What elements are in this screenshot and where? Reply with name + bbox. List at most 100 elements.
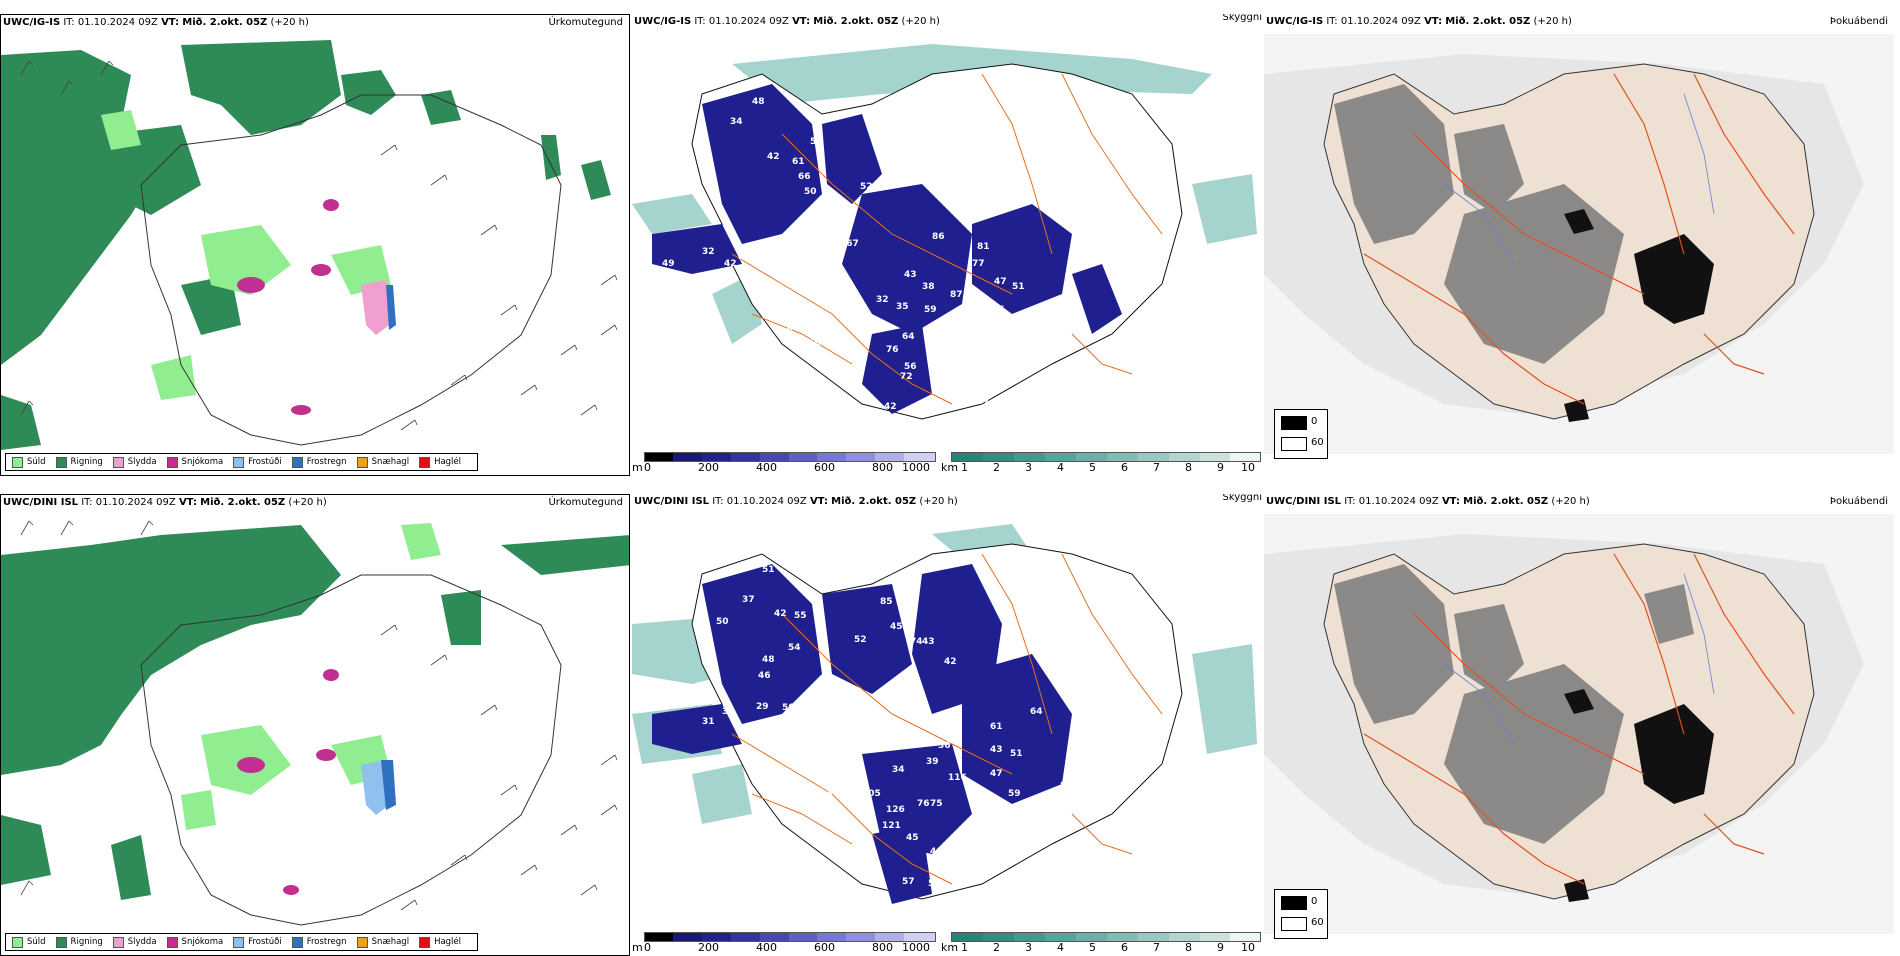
colorbar-tick: 0	[644, 941, 651, 954]
cloud-number: 567	[840, 239, 859, 249]
colorbar-tick: 600	[814, 941, 835, 954]
cloud-number: 81	[977, 242, 990, 252]
visibility-colorbar: km 1 2 3 4 5 6 7 8 9 10	[941, 932, 1261, 954]
panel-title: UWC/DINI ISL IT: 01.10.2024 09Z VT: Mið.…	[1266, 496, 1590, 507]
cloud-number: 75	[930, 799, 943, 809]
cloud-number: 45	[890, 622, 903, 632]
cloud-number: 51	[1010, 749, 1023, 759]
colorbar-tick: 800	[872, 461, 893, 474]
cloud-number: 84	[1042, 309, 1055, 319]
cloud-number: 59	[928, 879, 941, 889]
cloud-number: 58	[780, 327, 793, 337]
cloud-number: 100	[884, 687, 903, 697]
panel-label: Þokuábendi	[1829, 496, 1888, 507]
cloud-number: 56	[757, 547, 770, 557]
cloud-number: 61	[792, 157, 805, 167]
cloud-number: 42	[767, 152, 780, 162]
cloud-number: 48	[762, 655, 775, 665]
colorbar-unit: km	[941, 461, 959, 474]
colorbar-tick: 1	[961, 461, 968, 474]
colorbar-tick: 3	[1025, 941, 1032, 954]
cloud-number: 32	[852, 769, 865, 779]
cloud-number: 36	[938, 741, 951, 751]
colorbar-unit: km	[941, 941, 959, 954]
cloudbase-panel-bottom: UWC/DINI ISL IT: 01.10.2024 09Z VT: Mið.…	[632, 494, 1262, 956]
cloud-number: 42	[944, 657, 957, 667]
colorbar-tick: 5	[1089, 941, 1096, 954]
cloud-number: 53	[810, 137, 823, 147]
legend-swatch	[1281, 896, 1307, 910]
cloud-number: 49	[784, 719, 797, 729]
cloud-number: 69	[820, 791, 833, 801]
cloud-number: 42	[724, 259, 737, 269]
cloud-number: 105	[888, 139, 907, 149]
colorbar-tick: 5	[1089, 461, 1096, 474]
cloud-number: 34	[730, 117, 743, 127]
fog-legend: 0 60	[1274, 409, 1328, 459]
panel-title: UWC/DINI ISL IT: 01.10.2024 09Z VT: Mið.…	[634, 496, 958, 507]
panel-label: Þokuábendi	[1829, 16, 1888, 27]
legend-item: Frostregn	[291, 456, 347, 468]
cloud-number: 63	[894, 162, 907, 172]
cloud-number: 107	[782, 367, 801, 377]
colorbar-unit: m	[632, 941, 643, 954]
precip-legend: Súld Rigning Slydda Snjókoma Frostúði Fr…	[5, 453, 479, 471]
fog-legend: 0 60	[1274, 889, 1328, 939]
legend-item: Frostúði	[233, 936, 282, 948]
colorbar-tick: 1000	[902, 941, 930, 954]
legend-item: Súld	[12, 936, 46, 948]
cloud-number: 47	[994, 277, 1007, 287]
legend-item: Slydda	[112, 456, 157, 468]
cloud-number: 70	[932, 863, 945, 873]
cloudbase-map: 34 48 42 61 66 50 53 105 63 86 81 77 47 …	[632, 44, 1257, 420]
cloud-number: 15	[1224, 247, 1237, 257]
cloud-number: 105	[862, 789, 881, 799]
cloud-number: 54	[788, 643, 801, 653]
colorbar-tick: 9	[1217, 941, 1224, 954]
colorbar-tick: 200	[698, 461, 719, 474]
colorbar-tick: 800	[872, 941, 893, 954]
cloud-number: 59	[1008, 789, 1021, 799]
cloud-number: 45	[906, 833, 919, 843]
cloud-number: 82	[1000, 395, 1013, 405]
legend-item: Slydda	[112, 936, 157, 948]
cloud-number: 50	[716, 617, 729, 627]
cloud-number: 31	[852, 299, 865, 309]
cloud-number: 35	[896, 302, 909, 312]
cloud-number: 86	[932, 232, 945, 242]
panel-label: Úrkomutegund	[548, 17, 623, 28]
cloud-number: 29	[756, 702, 769, 712]
cloud-number: 64	[1030, 707, 1043, 717]
colorbar-tick: 6	[1121, 941, 1128, 954]
cloud-number: 87	[950, 290, 963, 300]
cloud-number: 56	[904, 362, 917, 372]
cloudbase-panel-top: UWC/IG-IS IT: 01.10.2024 09Z VT: Mið. 2.…	[632, 14, 1262, 476]
legend-swatch	[1281, 917, 1307, 931]
panel-label: Úrkomutegund	[548, 497, 623, 508]
cloud-number: 72	[900, 372, 913, 382]
colorbar-tick: 7	[1153, 461, 1160, 474]
precip-type-panel-bottom: UWC/DINI ISL IT: 01.10.2024 09Z VT: Mið.…	[0, 494, 630, 956]
visibility-colorbar: km 1 2 3 4 5 6 7 8 9 10	[941, 452, 1261, 474]
cloud-number: 36	[738, 252, 751, 262]
legend-swatch	[1281, 437, 1307, 451]
fog-panel-bottom: UWC/DINI ISL IT: 01.10.2024 09Z VT: Mið.…	[1264, 494, 1894, 956]
cloud-number: 74	[910, 637, 923, 647]
cloud-number: 291	[840, 691, 859, 701]
cloud-number: 38	[910, 407, 923, 417]
cloud-number: 77	[972, 259, 985, 269]
cloud-number: 64	[902, 332, 915, 342]
colorbar-tick: 7	[1153, 941, 1160, 954]
cloud-number: 59	[924, 305, 937, 315]
cloud-number: 50	[782, 703, 795, 713]
legend-label: 0	[1311, 416, 1318, 427]
legend-label: 0	[1311, 896, 1318, 907]
cloud-number: 73	[808, 803, 821, 813]
colorbar-tick: 9	[1217, 461, 1224, 474]
cloud-number: 121	[882, 821, 901, 831]
cloud-number: 52	[854, 635, 867, 645]
colorbar-tick: 10	[1241, 941, 1255, 954]
cloud-number: 24	[1108, 607, 1121, 617]
cloud-number: 51	[1012, 282, 1025, 292]
cloud-number: 27	[826, 819, 839, 829]
